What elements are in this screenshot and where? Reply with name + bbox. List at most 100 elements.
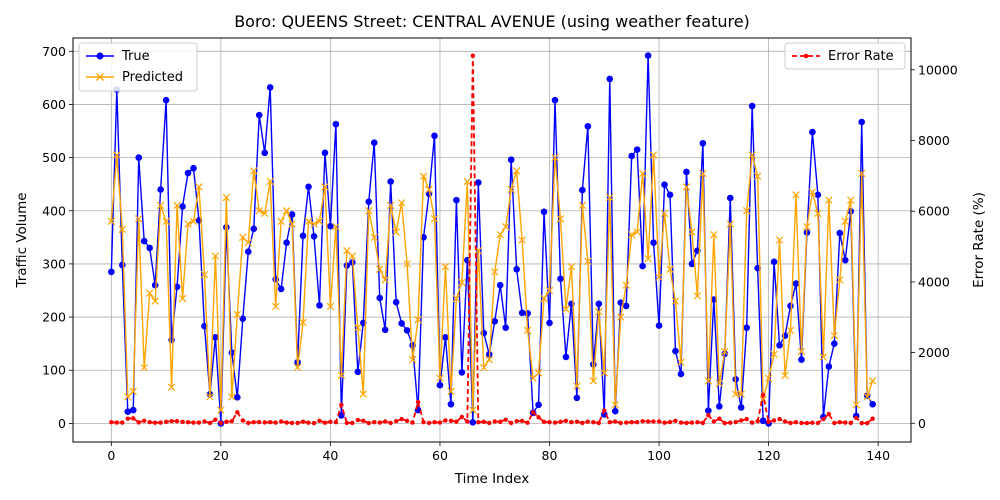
data-point-predicted	[737, 390, 745, 398]
data-point-true	[502, 324, 509, 332]
data-point-true	[157, 186, 164, 193]
data-point-predicted	[847, 196, 855, 204]
data-point-true	[310, 232, 318, 240]
data-point-predicted	[469, 406, 477, 414]
data-point-error-rate	[645, 419, 651, 424]
data-point-true	[261, 149, 268, 157]
data-point-predicted	[408, 355, 417, 364]
data-point-predicted	[151, 297, 159, 305]
data-point-error-rate	[634, 420, 640, 425]
y2-tick-label: 6000	[918, 204, 950, 219]
data-point-predicted	[310, 220, 318, 228]
data-point-true	[381, 326, 389, 334]
data-point-predicted	[206, 393, 214, 401]
data-point-predicted	[578, 201, 587, 210]
data-point-predicted	[255, 207, 263, 215]
data-point-error-rate	[125, 416, 130, 421]
data-point-error-rate	[848, 420, 853, 426]
data-point-error-rate	[755, 418, 760, 424]
data-point-true	[622, 302, 630, 310]
data-point-error-rate	[640, 418, 645, 424]
data-point-error-rate	[388, 420, 393, 426]
data-point-true	[376, 294, 384, 302]
y2-tick-label: 4000	[918, 274, 950, 289]
data-point-error-rate	[235, 410, 240, 415]
data-point-error-rate	[678, 420, 684, 425]
data-point-predicted	[512, 167, 521, 175]
data-point-error-rate	[574, 419, 580, 424]
data-point-predicted	[863, 393, 871, 401]
data-point-predicted	[819, 353, 828, 361]
data-point-error-rate	[284, 420, 289, 425]
plot-frame	[72, 37, 912, 443]
data-point-predicted	[403, 260, 411, 268]
data-point-predicted	[113, 151, 121, 159]
data-point-true	[518, 309, 526, 317]
data-point-error-rate	[777, 416, 782, 422]
data-point-predicted	[518, 236, 526, 244]
legend-left: True Predicted	[78, 42, 198, 92]
data-point-predicted	[868, 377, 877, 385]
data-point-error-rate	[525, 420, 530, 425]
data-point-error-rate	[196, 420, 202, 425]
data-point-error-rate	[174, 418, 180, 424]
data-point-error-rate	[267, 420, 273, 425]
data-point-error-rate	[854, 415, 859, 421]
data-point-predicted	[381, 276, 389, 284]
data-point-error-rate	[711, 419, 717, 424]
x-axis-title: Time Index	[454, 471, 530, 487]
data-point-true	[584, 122, 592, 130]
data-point-true	[809, 128, 816, 136]
y-tick-label: 500	[42, 150, 66, 165]
data-point-predicted	[655, 273, 663, 281]
data-point-predicted	[271, 302, 280, 311]
data-point-true	[184, 169, 192, 177]
data-point-predicted	[682, 183, 691, 191]
x-tick-label: 0	[107, 448, 115, 463]
data-point-true	[748, 102, 756, 110]
data-point-error-rate	[760, 392, 766, 398]
data-point-error-rate	[377, 420, 382, 425]
data-point-error-rate	[333, 420, 339, 425]
data-point-true	[162, 96, 170, 104]
data-point-true	[496, 281, 504, 289]
data-point-error-rate	[744, 416, 749, 422]
data-point-true	[255, 111, 263, 119]
data-point-predicted	[178, 294, 187, 303]
y2-tick-label: 0	[918, 416, 926, 431]
data-point-predicted	[293, 363, 302, 372]
data-point-true	[179, 203, 186, 210]
data-point-true	[683, 168, 690, 176]
data-point-error-rate	[114, 420, 120, 425]
y-tick-label: 100	[42, 363, 66, 378]
data-point-predicted	[107, 217, 116, 226]
data-point-predicted	[250, 167, 258, 175]
data-point-true	[431, 132, 438, 140]
data-point-error-rate	[229, 418, 235, 424]
data-point-error-rate	[306, 420, 311, 425]
data-point-predicted	[677, 358, 685, 366]
data-point-predicted	[195, 183, 203, 191]
grid	[73, 38, 911, 442]
data-point-predicted	[282, 207, 291, 215]
data-point-predicted	[228, 393, 236, 401]
legend-swatch-true	[86, 52, 114, 60]
data-point-predicted	[726, 220, 734, 228]
data-point-true	[770, 258, 778, 266]
data-point-predicted	[447, 387, 455, 396]
y2-tick-label: 2000	[918, 345, 950, 360]
data-point-predicted	[830, 331, 839, 340]
data-point-true	[151, 281, 159, 289]
data-point-true	[234, 394, 241, 401]
data-point-true	[666, 191, 674, 199]
data-point-error-rate	[519, 418, 525, 424]
data-point-true	[650, 239, 657, 246]
data-point-predicted	[742, 207, 751, 215]
data-point-error-rate	[821, 416, 826, 422]
x-tick-label: 60	[432, 448, 448, 463]
data-point-error-rate	[766, 419, 771, 425]
data-point-true	[135, 154, 143, 161]
legend-label-error-rate: Error Rate	[828, 49, 894, 64]
data-point-error-rate	[749, 420, 755, 425]
data-point-error-rate	[585, 419, 591, 424]
